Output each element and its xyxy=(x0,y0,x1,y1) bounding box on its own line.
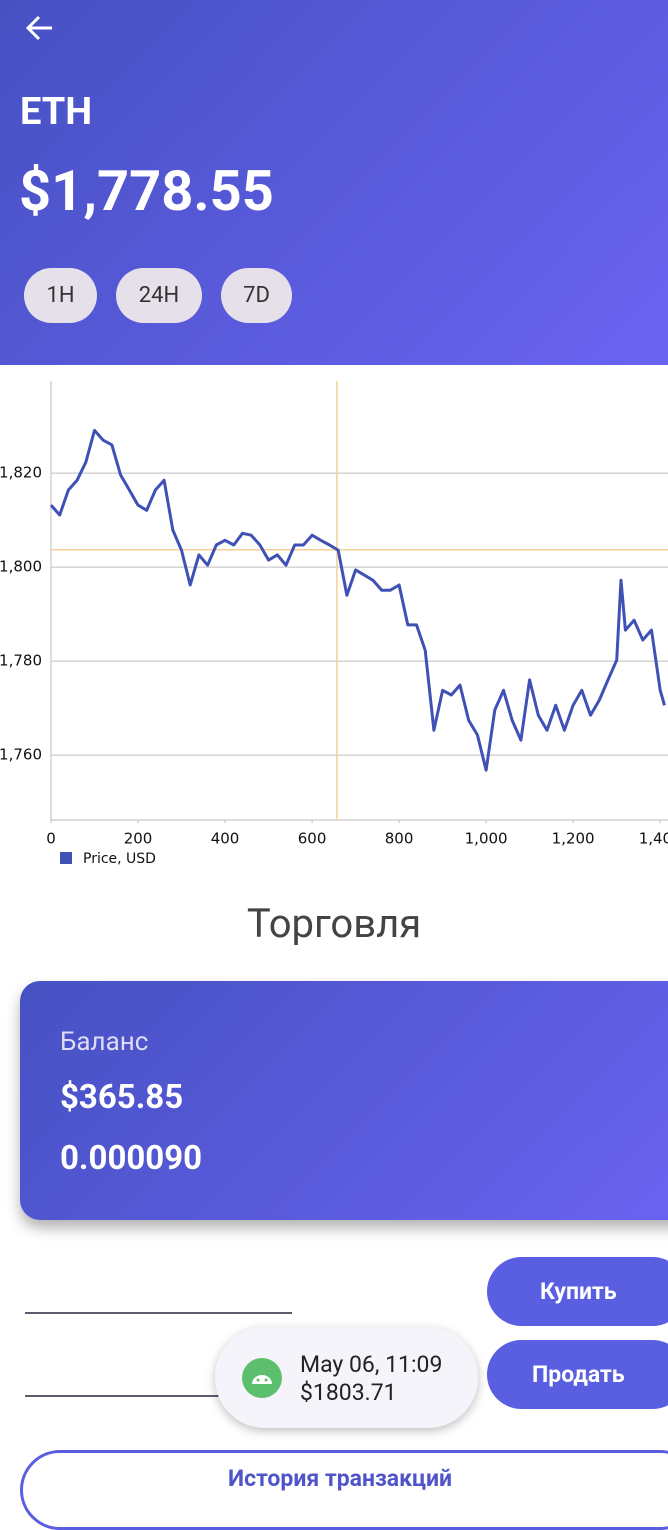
range-chip[interactable]: 7D xyxy=(221,268,292,323)
y-tick-label: 1,800 xyxy=(0,558,42,576)
x-tick-label: 400 xyxy=(211,830,240,848)
range-chip[interactable]: 24H xyxy=(116,268,202,323)
x-tick-label: 600 xyxy=(298,830,327,848)
x-tick-label: 1,000 xyxy=(465,830,508,848)
x-tick-label: 800 xyxy=(385,830,414,848)
balance-eth: 0.000090 xyxy=(60,1139,203,1178)
legend-swatch xyxy=(60,852,72,864)
y-tick-label: 1,760 xyxy=(0,746,42,764)
amount-input[interactable] xyxy=(25,1395,292,1397)
x-tick-label: 0 xyxy=(46,830,56,848)
header: ETH $1,778.55 1H 24H 7D xyxy=(0,0,668,365)
amount-input[interactable] xyxy=(25,1312,292,1314)
y-tick-label: 1,820 xyxy=(0,464,42,482)
x-tick-label: 1,400 xyxy=(639,830,668,848)
android-icon xyxy=(242,1358,282,1398)
back-button[interactable] xyxy=(24,12,56,44)
history-button[interactable]: История транзакций xyxy=(20,1450,668,1530)
sell-button[interactable]: Продать xyxy=(487,1340,668,1409)
x-tick-label: 1,200 xyxy=(552,830,595,848)
range-chip[interactable]: 1H xyxy=(24,268,97,323)
balance-label: Баланс xyxy=(60,1027,149,1057)
buy-button[interactable]: Купить xyxy=(487,1257,668,1326)
balance-card: Баланс $365.85 0.000090 xyxy=(20,981,668,1220)
coin-price: $1,778.55 xyxy=(19,158,274,224)
legend-label: Price, USD xyxy=(83,851,156,867)
coin-name: ETH xyxy=(20,90,93,134)
toast: May 06, 11:09 $1803.71 xyxy=(215,1327,478,1428)
price-chart: 1,760 1,780 1,800 1,820 0 200 400 600 800 1,000 1,… xyxy=(0,381,668,867)
x-tick-label: 200 xyxy=(124,830,153,848)
balance-usd: $365.85 xyxy=(60,1078,184,1117)
toast-date: May 06, 11:09 xyxy=(300,1351,443,1378)
y-tick-label: 1,780 xyxy=(0,652,42,670)
toast-price: $1803.71 xyxy=(300,1379,397,1406)
section-title: Торговля xyxy=(246,900,422,947)
price-line xyxy=(49,428,666,772)
